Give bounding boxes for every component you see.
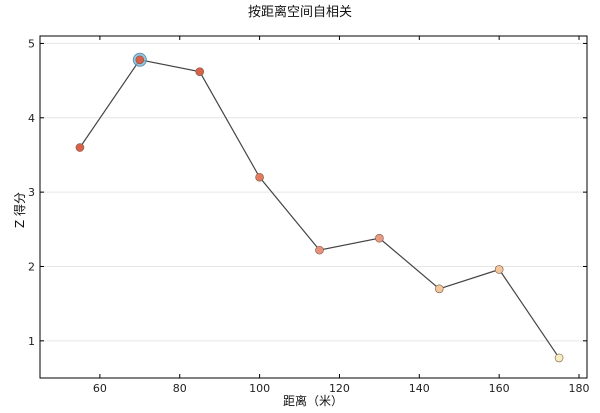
x-tick-label: 60 [93,382,107,395]
axes [39,35,588,379]
x-tick-label: 160 [489,382,510,395]
data-point [255,172,264,182]
y-tick-label: 4 [28,112,35,125]
x-axis-title: 距离（米） [283,393,343,408]
y-tick-label: 2 [28,260,35,273]
data-point [315,245,324,255]
data-point [434,284,444,294]
data-point [135,55,145,65]
y-axis-title: Z 得分 [12,192,27,228]
y-tick-label: 5 [28,37,35,50]
data-point [554,353,564,363]
plot-frame [39,35,588,379]
x-tick-label: 80 [173,382,187,395]
grid-lines [40,42,587,342]
chart-title: 按距离空间自相关 [248,4,352,20]
series-line [79,59,560,359]
data-point [375,233,384,243]
data-points [75,52,564,363]
data-point [494,265,504,274]
x-tick-label: 140 [409,382,430,395]
x-tick-label: 180 [569,382,590,395]
x-tick-label: 100 [249,382,270,395]
y-tick-label: 3 [28,186,35,199]
ticks: 60 80 100 120 140 160 180 1 2 3 4 5 [28,36,590,395]
series [79,59,560,359]
x-tick-label: 120 [329,382,350,395]
data-point [195,67,205,76]
y-tick-label: 1 [28,335,35,348]
data-point [75,143,85,152]
